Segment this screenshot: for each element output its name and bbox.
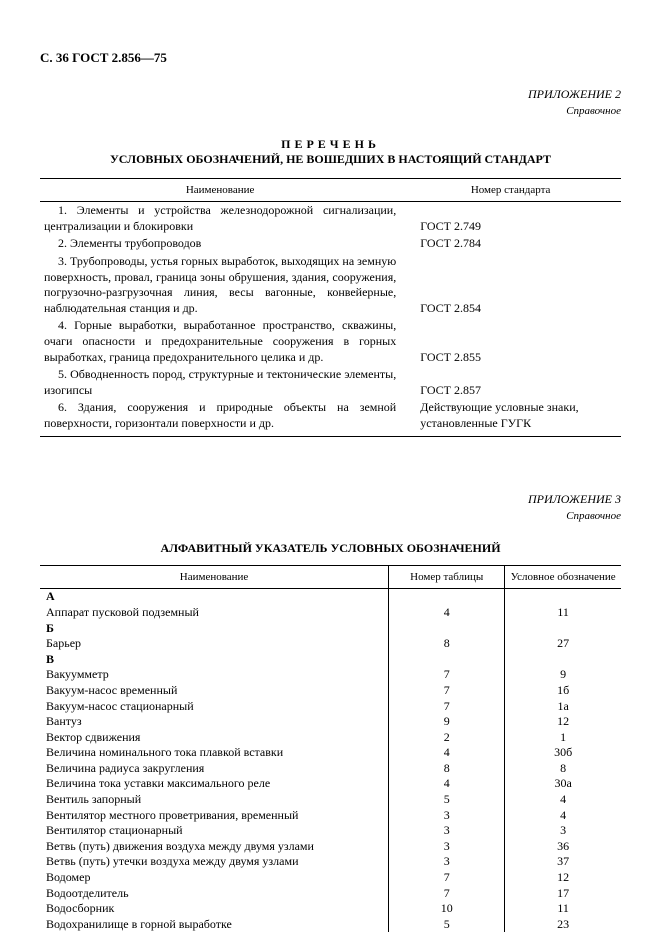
t2-row-des: 3 xyxy=(505,823,621,839)
t2-row-tab: 9 xyxy=(389,714,505,730)
t2-row-des: 9 xyxy=(505,667,621,683)
t2-row-tab: 8 xyxy=(389,761,505,777)
t2-row-name: Вакуум-насос стационарный xyxy=(40,699,389,715)
t2-col1-header: Наименование xyxy=(40,566,389,589)
t2-row-name: Вакуум-насос временный xyxy=(40,683,389,699)
t2-row-name: Барьер xyxy=(40,636,389,652)
t2-row-tab: 4 xyxy=(389,776,505,792)
t2-row-name: Вентиль запорный xyxy=(40,792,389,808)
t2-group-letter: А xyxy=(40,589,389,605)
t2-row-tab: 3 xyxy=(389,808,505,824)
t2-row-des: 1б xyxy=(505,683,621,699)
t2-row-tab: 4 xyxy=(389,605,505,621)
annex-2-sublabel: Справочное xyxy=(40,104,621,118)
t2-row-des: 1 xyxy=(505,730,621,746)
t1-row-name: 2. Элементы трубопроводов xyxy=(40,235,400,253)
t2-row-tab: 7 xyxy=(389,667,505,683)
t2-row-tab: 3 xyxy=(389,854,505,870)
t2-row-des: 12 xyxy=(505,870,621,886)
t2-row-des: 27 xyxy=(505,636,621,652)
t2-row-des: 23 xyxy=(505,917,621,933)
t2-row-tab: 5 xyxy=(389,917,505,933)
t2-row-des: 11 xyxy=(505,605,621,621)
t2-row-tab: 7 xyxy=(389,886,505,902)
t2-row-name: Ветвь (путь) утечки воздуха между двумя … xyxy=(40,854,389,870)
t2-row-name: Ветвь (путь) движения воздуха между двум… xyxy=(40,839,389,855)
annex-3-sublabel: Справочное xyxy=(40,509,621,523)
t1-row-name: 4. Горные выработки, выработанное простр… xyxy=(40,317,400,366)
t1-row-name: 5. Обводненность пород, структурные и те… xyxy=(40,366,400,399)
t2-group-letter: Б xyxy=(40,621,389,637)
t2-row-des: 37 xyxy=(505,854,621,870)
t2-row-name: Величина радиуса закругления xyxy=(40,761,389,777)
t2-row-tab: 3 xyxy=(389,839,505,855)
t2-row-name: Вектор сдвижения xyxy=(40,730,389,746)
t2-row-tab: 4 xyxy=(389,745,505,761)
t2-row-des: 8 xyxy=(505,761,621,777)
t2-row-tab: 7 xyxy=(389,683,505,699)
t2-row-des: 36 xyxy=(505,839,621,855)
t2-col3-header: Условное обозначение xyxy=(505,566,621,589)
section2-title: АЛФАВИТНЫЙ УКАЗАТЕЛЬ УСЛОВНЫХ ОБОЗНАЧЕНИ… xyxy=(40,541,621,557)
t2-row-des: 12 xyxy=(505,714,621,730)
t2-row-tab: 7 xyxy=(389,870,505,886)
annex-2-label: ПРИЛОЖЕНИЕ 2 xyxy=(40,87,621,103)
t1-row-std: ГОСТ 2.749 xyxy=(400,202,621,236)
page-header: С. 36 ГОСТ 2.856—75 xyxy=(40,50,621,67)
t1-col1-header: Наименование xyxy=(40,178,400,201)
t2-row-des: 30а xyxy=(505,776,621,792)
table-1: Наименование Номер стандарта 1. Элементы… xyxy=(40,178,621,437)
t1-row-name: 6. Здания, сооружения и природные объект… xyxy=(40,399,400,436)
t2-row-name: Водоотделитель xyxy=(40,886,389,902)
t2-row-tab: 3 xyxy=(389,823,505,839)
t2-row-name: Величина номинального тока плавкой встав… xyxy=(40,745,389,761)
table-2: Наименование Номер таблицы Условное обоз… xyxy=(40,565,621,932)
t2-row-des: 11 xyxy=(505,901,621,917)
t1-row-std: ГОСТ 2.784 xyxy=(400,235,621,253)
t2-row-name: Аппарат пусковой подземный xyxy=(40,605,389,621)
t2-row-tab: 7 xyxy=(389,699,505,715)
t2-row-name: Водохранилище в горной выработке xyxy=(40,917,389,933)
t2-row-des: 17 xyxy=(505,886,621,902)
section1-title1: ПЕРЕЧЕНЬ xyxy=(40,137,621,153)
t2-row-name: Величина тока уставки максимального реле xyxy=(40,776,389,792)
t1-row-std: ГОСТ 2.855 xyxy=(400,317,621,366)
t1-row-std: Действующие условные знаки, установленны… xyxy=(400,399,621,436)
t2-row-des: 1а xyxy=(505,699,621,715)
t1-col2-header: Номер стандарта xyxy=(400,178,621,201)
t2-row-des: 30б xyxy=(505,745,621,761)
t2-row-des: 4 xyxy=(505,808,621,824)
section1-title2: УСЛОВНЫХ ОБОЗНАЧЕНИЙ, НЕ ВОШЕДШИХ В НАСТ… xyxy=(40,152,621,168)
t2-row-tab: 2 xyxy=(389,730,505,746)
t2-row-name: Вентилятор местного проветривания, време… xyxy=(40,808,389,824)
t2-row-name: Вантуз xyxy=(40,714,389,730)
t2-group-letter: В xyxy=(40,652,389,668)
t1-row-std: ГОСТ 2.857 xyxy=(400,366,621,399)
page: С. 36 ГОСТ 2.856—75 ПРИЛОЖЕНИЕ 2 Справоч… xyxy=(0,0,661,936)
t2-row-tab: 10 xyxy=(389,901,505,917)
t2-row-tab: 5 xyxy=(389,792,505,808)
t1-row-name: 1. Элементы и устройства железнодорожной… xyxy=(40,202,400,236)
t2-row-name: Вентилятор стационарный xyxy=(40,823,389,839)
t1-row-name: 3. Трубопроводы, устья горных выработок,… xyxy=(40,253,400,317)
t2-row-name: Вакуумметр xyxy=(40,667,389,683)
t2-row-tab: 8 xyxy=(389,636,505,652)
t2-row-name: Водосборник xyxy=(40,901,389,917)
t1-row-std: ГОСТ 2.854 xyxy=(400,253,621,317)
t2-row-des: 4 xyxy=(505,792,621,808)
t2-col2-header: Номер таблицы xyxy=(389,566,505,589)
annex-3-label: ПРИЛОЖЕНИЕ 3 xyxy=(40,492,621,508)
t2-row-name: Водомер xyxy=(40,870,389,886)
